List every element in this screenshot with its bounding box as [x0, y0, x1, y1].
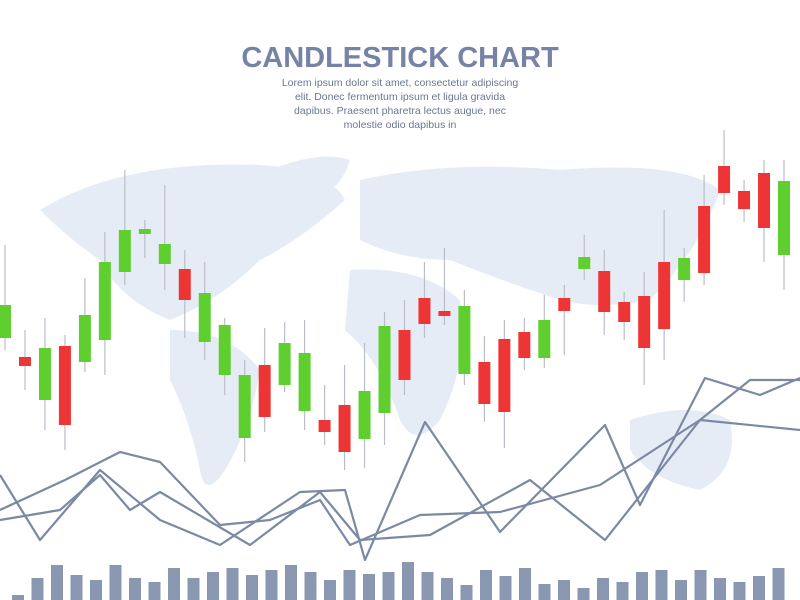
- candle-body: [38, 348, 51, 400]
- volume-bar: [265, 570, 278, 600]
- line-series: [0, 376, 800, 562]
- candle-body: [618, 302, 631, 322]
- candle-body: [238, 375, 251, 438]
- volume-bar: [636, 572, 648, 600]
- volume-bar: [597, 578, 609, 600]
- volume-bar: [12, 595, 24, 600]
- candle-body: [98, 262, 111, 340]
- subtitle-line: Lorem ipsum dolor sit amet, consectetur …: [282, 77, 519, 89]
- candle-body: [658, 262, 671, 329]
- volume-bar: [421, 572, 434, 600]
- volume-bar: [499, 576, 512, 600]
- candle-body: [538, 320, 551, 358]
- volume-bar: [519, 568, 531, 600]
- candle-body: [758, 173, 771, 228]
- volume-bar: [70, 575, 83, 600]
- volume-bar: [324, 580, 336, 600]
- volume-bar: [402, 562, 414, 600]
- volume-bar: [246, 575, 258, 600]
- volume-bar: [129, 578, 141, 600]
- volume-bar: [207, 572, 219, 600]
- volume-bar: [285, 565, 297, 600]
- candle-body: [58, 346, 71, 425]
- subtitle-line: dapibus. Praesent pharetra lectus augue,…: [294, 105, 506, 117]
- candle-body: [198, 293, 211, 342]
- candle-body: [598, 271, 611, 312]
- candle-body: [0, 305, 11, 338]
- candle-body: [518, 332, 531, 358]
- volume-bar: [577, 588, 590, 600]
- volume-bar: [226, 568, 239, 600]
- candle-body: [458, 306, 471, 374]
- candle-body: [298, 353, 311, 411]
- candle-body: [398, 330, 411, 380]
- candle-body: [718, 166, 731, 193]
- volume-bar: [714, 578, 726, 600]
- subtitle-line: molestie odio dapibus in: [344, 119, 457, 131]
- volume-bar: [480, 570, 492, 600]
- candle-body: [418, 298, 431, 324]
- candle-body: [478, 362, 491, 404]
- candle-body: [158, 244, 171, 264]
- candle-body: [138, 229, 151, 234]
- candle-body: [118, 230, 131, 272]
- world-map: [40, 156, 732, 490]
- candle-body: [498, 339, 511, 412]
- volume-bar: [460, 585, 473, 600]
- candle-body: [358, 391, 371, 439]
- volume-bar: [187, 578, 200, 600]
- volume-bar: [343, 570, 356, 600]
- line-series: [0, 418, 800, 547]
- candle-body: [278, 343, 291, 385]
- volume-bar: [772, 568, 785, 600]
- candle-body: [218, 325, 231, 375]
- volume-bar: [538, 584, 551, 600]
- volume-bar: [441, 578, 453, 600]
- candle-body: [438, 311, 451, 316]
- candle-body: [558, 298, 571, 311]
- candle-body: [698, 206, 711, 273]
- volume-bar: [694, 570, 707, 600]
- volume-bar: [168, 568, 180, 600]
- volume-bar: [109, 565, 122, 600]
- volume-bar: [675, 580, 687, 600]
- volume-bar: [655, 570, 668, 600]
- volume-bar: [363, 574, 375, 600]
- title: CANDLESTICK CHART: [241, 42, 559, 74]
- volume-bar: [51, 565, 63, 600]
- volume-bar: [31, 578, 44, 600]
- volume-bar: [616, 582, 629, 600]
- volume-bar: [753, 576, 765, 600]
- candle-body: [678, 258, 691, 280]
- candle-body: [78, 315, 91, 362]
- volume-bar: [148, 582, 161, 600]
- candle-body: [178, 269, 191, 300]
- candle-body: [738, 191, 751, 209]
- volume-bar: [382, 572, 395, 600]
- candle-body: [18, 357, 31, 366]
- volume-bar: [90, 580, 102, 600]
- candle-body: [778, 181, 790, 255]
- candle-body: [638, 296, 651, 348]
- volume-bar: [733, 582, 746, 600]
- candle-body: [258, 365, 271, 417]
- line-series: [0, 378, 800, 547]
- candle-body: [378, 326, 391, 413]
- volume-bar: [304, 572, 317, 600]
- candle-body: [578, 257, 591, 269]
- candle-body: [318, 420, 331, 432]
- subtitle-line: elit. Donec fermentum ipsum et ligula gr…: [295, 91, 505, 103]
- volume-bar: [558, 580, 570, 600]
- candle-body: [338, 405, 351, 452]
